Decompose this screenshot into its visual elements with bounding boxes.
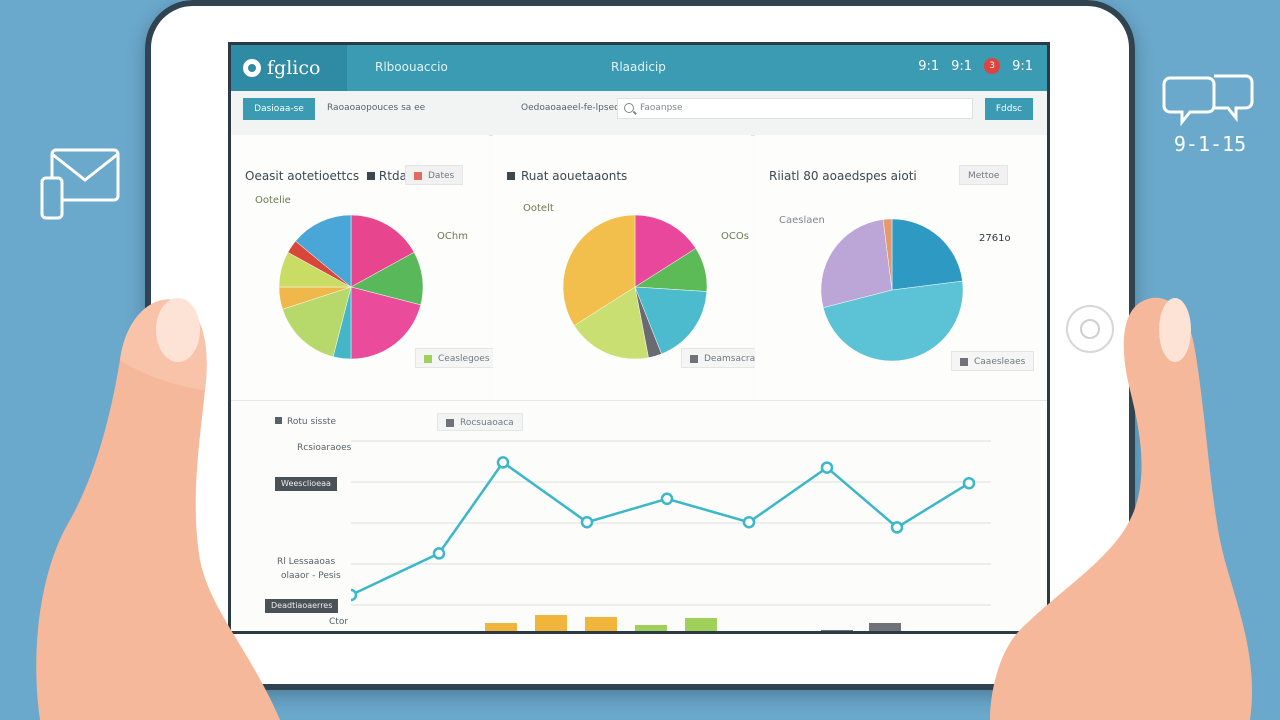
pie-2-label-right: OCOs	[721, 231, 749, 242]
nav-item-1[interactable]: Rlboouaccio	[375, 60, 448, 74]
right-hand	[990, 297, 1253, 720]
pie-panel-3: Riiatl 80 aoaedspes aioti Mettoe Caeslae…	[755, 135, 1047, 400]
panel-1-filter[interactable]: Dates	[405, 165, 464, 185]
bar-7	[869, 623, 901, 631]
search-button[interactable]: Fddsc	[985, 98, 1033, 120]
panel-3-filter[interactable]: Mettoe	[959, 165, 1009, 185]
top-bar: fglico Rlboouaccio Rlaadicip 9:1 9:1 3 9…	[231, 45, 1047, 91]
line-legend-right[interactable]: Rocsuaoaca	[437, 413, 523, 431]
line-y-label-6: Ctor	[329, 617, 349, 627]
pie-3-label-right: 2761o	[979, 233, 1011, 244]
mail-icon	[40, 148, 120, 220]
pie-1-slice-5	[282, 286, 352, 358]
line-point-3[interactable]	[496, 456, 510, 469]
line-point-5[interactable]	[660, 492, 674, 506]
search-placeholder: Faoanpse	[640, 103, 683, 113]
chat-bubbles-icon: 9-1-15	[1162, 72, 1258, 156]
line-point-8[interactable]	[890, 521, 904, 534]
pie-2-slice-6	[562, 214, 636, 326]
pie-chart-1	[278, 214, 424, 360]
pie-chart-2	[562, 214, 708, 360]
pie-3-label-left: Caeslaen	[779, 215, 825, 226]
line-point-2[interactable]	[432, 547, 446, 560]
pie-3-slice-2	[822, 280, 964, 362]
side-label: 9-1-15	[1173, 132, 1247, 156]
panel-2-title: Ruat aouetaaonts	[507, 169, 627, 183]
pie-2-legend: Deamsacrats	[681, 348, 773, 368]
dashboard-screen: fglico Rlboouaccio Rlaadicip 9:1 9:1 3 9…	[228, 42, 1050, 634]
line-point-9[interactable]	[962, 476, 976, 490]
pie-panel-1: Oeasit aotetioettcs Rtda Dates Ootelie O…	[231, 135, 499, 400]
sub-bar: Dasioaa-se Raoaoaopouces sa ee Oedoaoaae…	[231, 91, 1047, 136]
pie-2-label-left: Ootelt	[523, 203, 554, 214]
pie-3-legend: Caaesleaes	[951, 351, 1035, 371]
dashboard-tab[interactable]: Dasioaa-se	[243, 98, 315, 120]
status-2[interactable]: 9:1	[951, 58, 973, 74]
search-icon	[624, 103, 634, 113]
bar-4	[635, 625, 667, 631]
line-chart-section: Rotu sisste Rocsuaoaca Rcsioaraoes Weesc…	[231, 401, 1047, 631]
bar-3	[585, 617, 617, 631]
pie-1-label-left: Ootelie	[255, 195, 291, 206]
line-y-label-5: Deadtiaoaerres	[265, 599, 339, 613]
line-point-6[interactable]	[742, 515, 756, 529]
pie-panel-2: Ruat aouetaaonts Ootelt OCOs Deamsacrats	[493, 135, 773, 400]
nav-item-2[interactable]: Rlaadicip	[611, 60, 666, 74]
notification-badge[interactable]: 3	[984, 58, 1001, 74]
logo[interactable]: fglico	[231, 45, 347, 91]
pie-chart-3	[820, 218, 964, 362]
line-point-4[interactable]	[580, 515, 594, 529]
home-button[interactable]	[1066, 305, 1114, 353]
bar-5	[685, 618, 717, 631]
bar-6	[821, 630, 853, 631]
section-divider	[231, 400, 1047, 401]
line-legend-left: Rotu sisste	[275, 417, 336, 427]
line-point-1[interactable]	[351, 588, 358, 602]
logo-icon	[243, 59, 261, 77]
line-y-label-3: Rl Lessaaoas	[277, 557, 336, 567]
sub-text-1[interactable]: Raoaoaopouces sa ee	[327, 103, 426, 113]
left-hand	[36, 298, 280, 720]
pie-1-slice-1	[350, 214, 415, 288]
status-3[interactable]: 9:1	[1012, 58, 1033, 74]
line-y-label-4: olaaor - Pesis	[281, 571, 341, 581]
pie-3-slice-1	[891, 218, 963, 291]
panel-3-title: Riiatl 80 aoaedspes aioti	[769, 169, 917, 183]
bar-1	[485, 623, 517, 631]
pie-1-slice-9	[295, 214, 352, 288]
bar-2	[535, 615, 567, 631]
panel-1-title: Oeasit aotetioettcs Rtda	[245, 169, 407, 183]
line-chart	[351, 440, 991, 631]
pie-2-slice-5	[573, 286, 649, 360]
logo-text: fglico	[267, 57, 321, 79]
search-input[interactable]: Faoanpse	[617, 98, 973, 119]
line-point-7[interactable]	[820, 461, 834, 474]
pie-2-slice-3	[634, 286, 708, 355]
pie-1-label-right: OChm	[437, 231, 468, 242]
status-1[interactable]: 9:1	[918, 58, 940, 74]
line-y-label-2: Weesclioeaa	[275, 477, 337, 491]
pie-1-slice-3	[350, 286, 422, 360]
pie-1-legend: Ceaslegoes	[415, 348, 499, 368]
sub-text-2[interactable]: Oedoaoaaeel-fe-lpseo	[521, 103, 620, 113]
pie-2-slice-1	[634, 214, 697, 288]
line-y-label-1: Rcsioaraoes	[297, 443, 352, 453]
pie-3-slice-4	[882, 218, 893, 291]
pie-3-slice-3	[820, 219, 893, 308]
